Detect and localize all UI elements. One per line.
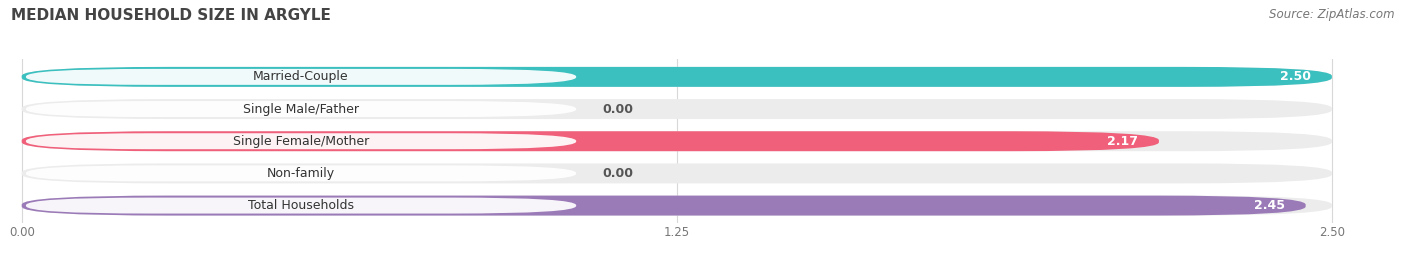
Text: 0.00: 0.00 bbox=[602, 102, 633, 116]
FancyBboxPatch shape bbox=[25, 133, 576, 149]
Text: Single Male/Father: Single Male/Father bbox=[243, 102, 359, 116]
FancyBboxPatch shape bbox=[21, 131, 1159, 151]
FancyBboxPatch shape bbox=[21, 67, 1331, 87]
FancyBboxPatch shape bbox=[21, 196, 1306, 215]
Text: Married-Couple: Married-Couple bbox=[253, 70, 349, 83]
Text: 0.00: 0.00 bbox=[602, 167, 633, 180]
Text: Single Female/Mother: Single Female/Mother bbox=[233, 135, 370, 148]
Text: Source: ZipAtlas.com: Source: ZipAtlas.com bbox=[1270, 8, 1395, 21]
FancyBboxPatch shape bbox=[25, 69, 576, 85]
FancyBboxPatch shape bbox=[21, 196, 1331, 215]
Text: 2.17: 2.17 bbox=[1107, 135, 1137, 148]
FancyBboxPatch shape bbox=[21, 131, 1331, 151]
Text: 2.45: 2.45 bbox=[1254, 199, 1285, 212]
FancyBboxPatch shape bbox=[25, 198, 576, 214]
FancyBboxPatch shape bbox=[25, 101, 576, 117]
FancyBboxPatch shape bbox=[21, 67, 1331, 87]
FancyBboxPatch shape bbox=[25, 165, 576, 181]
Text: Total Households: Total Households bbox=[247, 199, 354, 212]
Text: MEDIAN HOUSEHOLD SIZE IN ARGYLE: MEDIAN HOUSEHOLD SIZE IN ARGYLE bbox=[11, 8, 332, 23]
Text: Non-family: Non-family bbox=[267, 167, 335, 180]
Text: 2.50: 2.50 bbox=[1279, 70, 1310, 83]
FancyBboxPatch shape bbox=[21, 164, 1331, 183]
FancyBboxPatch shape bbox=[21, 99, 1331, 119]
